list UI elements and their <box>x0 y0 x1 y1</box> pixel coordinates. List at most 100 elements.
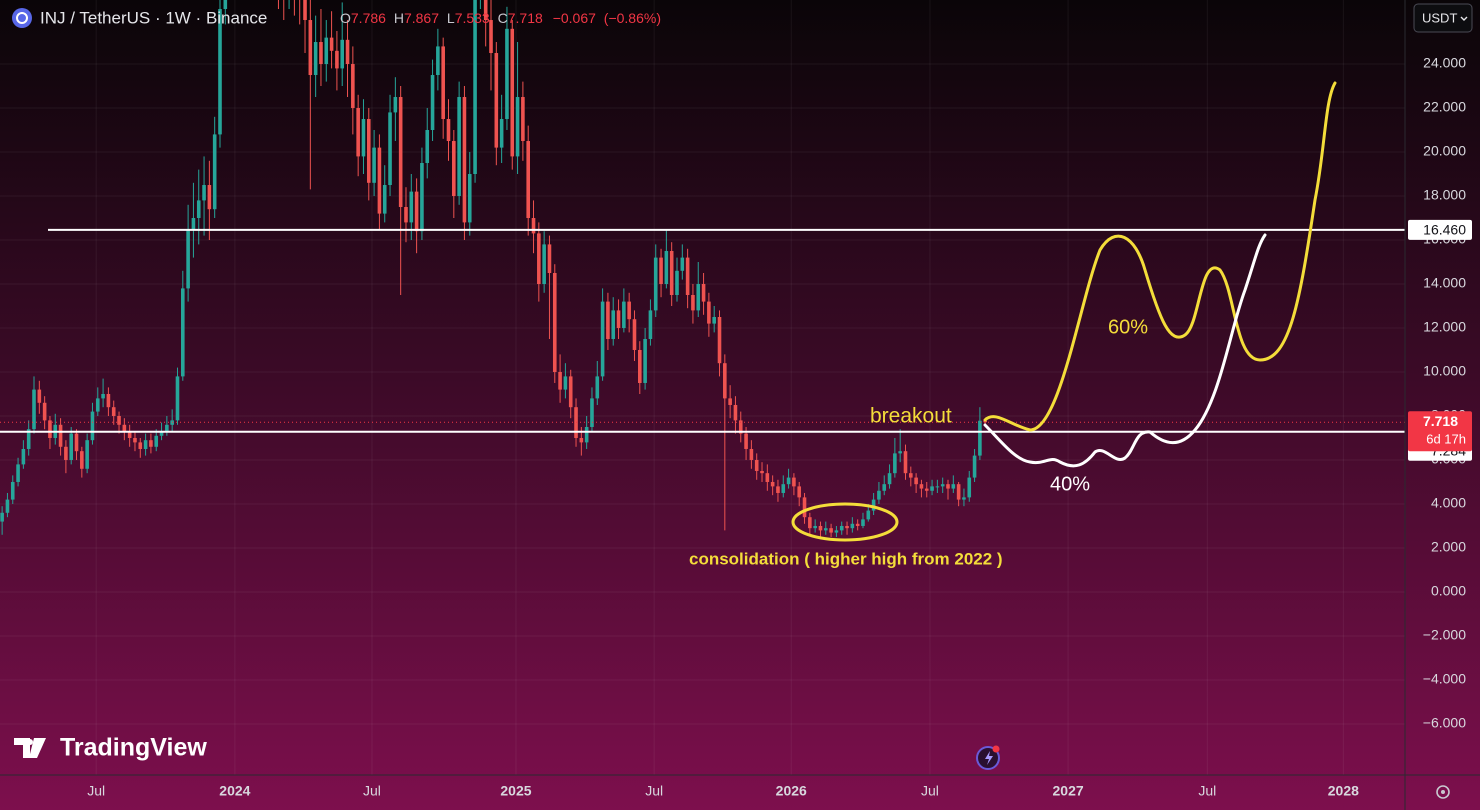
y-tick-label: 0.000 <box>1431 583 1466 599</box>
candle-body <box>127 431 132 438</box>
candle-body <box>149 440 153 447</box>
candle-body <box>361 119 366 157</box>
candle-body <box>972 455 977 478</box>
candle-body <box>861 519 865 526</box>
candle-body <box>64 446 68 460</box>
h-label: H <box>394 10 404 26</box>
candle-body <box>834 530 839 533</box>
candle-body <box>738 420 743 434</box>
candle-body <box>924 488 929 491</box>
y-tick-label: 18.000 <box>1423 187 1466 203</box>
candle-body <box>680 257 685 271</box>
candle-body <box>515 97 520 157</box>
currency-label[interactable]: USDT <box>1422 10 1457 25</box>
candle-body <box>74 433 79 452</box>
candle-body <box>521 97 525 142</box>
candle-body <box>669 251 674 295</box>
y-tick-label: 4.000 <box>1431 495 1466 511</box>
candle-body <box>691 294 695 311</box>
tv-logo[interactable]: TradingView <box>14 734 207 762</box>
o-value: 7.786 <box>351 10 386 26</box>
candle-body <box>313 42 318 76</box>
candle-body <box>675 270 679 295</box>
candle-body <box>728 398 732 405</box>
candle-body <box>643 338 647 383</box>
candle-body <box>776 486 780 493</box>
candle-body <box>356 108 360 157</box>
candle-body <box>319 42 323 65</box>
price-label: 16.460 <box>1423 222 1466 238</box>
candle-body <box>542 244 546 284</box>
candle-body <box>808 517 812 529</box>
tv-logo-mark <box>14 738 46 758</box>
y-tick-label: −2.000 <box>1423 627 1466 643</box>
last-price-label: 7.718 <box>1423 413 1458 429</box>
candle-body <box>526 141 531 219</box>
annotation: breakout <box>870 405 952 428</box>
symbol-title[interactable]: INJ / TetherUS · 1W · Binance <box>40 8 267 27</box>
x-tick-label: 2028 <box>1328 783 1359 799</box>
candle-body <box>887 473 892 485</box>
candle-body <box>122 424 127 432</box>
x-tick-label: Jul <box>87 783 105 799</box>
candle-body <box>388 112 392 186</box>
annotation: 40% <box>1050 473 1090 495</box>
candle-body <box>175 376 180 421</box>
candle-body <box>117 415 121 425</box>
annotation: 60% <box>1108 316 1148 338</box>
candle-body <box>781 484 786 493</box>
y-tick-label: −4.000 <box>1423 671 1466 687</box>
candle-body <box>685 257 690 295</box>
candle-body <box>786 477 791 485</box>
candle-body <box>664 251 669 284</box>
candle-body <box>579 437 584 443</box>
candle-body <box>627 301 631 320</box>
candle-body <box>483 0 488 21</box>
candle-body <box>802 497 807 518</box>
price-label-box <box>1408 219 1472 240</box>
currency-caret[interactable] <box>1460 16 1468 21</box>
drawings <box>791 81 1337 542</box>
settings-gear[interactable] <box>1436 785 1450 799</box>
candle-body <box>770 481 775 487</box>
alert-bolt <box>985 751 993 765</box>
candle-body <box>505 28 509 120</box>
candle-body <box>393 97 398 113</box>
candle-body <box>340 39 345 69</box>
candle-body <box>765 473 770 482</box>
x-tick-label: Jul <box>921 783 939 799</box>
candle-body <box>42 402 47 421</box>
settings-gear-center <box>1441 790 1445 794</box>
candle-body <box>616 310 621 328</box>
candle-body <box>409 191 414 223</box>
candle-body <box>712 316 716 324</box>
candle-body <box>473 0 477 175</box>
candle-body <box>494 53 499 148</box>
currency-button[interactable] <box>1413 3 1473 33</box>
candle-body <box>962 497 966 500</box>
candle-body <box>510 28 515 157</box>
candle-body <box>425 130 430 164</box>
candle-body <box>547 244 552 273</box>
candle-body <box>207 185 212 210</box>
candle-body <box>499 119 504 148</box>
candle-body <box>558 371 562 390</box>
candle-body <box>95 398 100 412</box>
l-value: 7.533 <box>455 10 490 26</box>
candle-body <box>537 233 541 284</box>
candle-body <box>159 431 164 436</box>
candle-body <box>154 435 159 447</box>
candle-body <box>26 429 31 449</box>
candle-body <box>10 481 15 500</box>
candle-body <box>898 451 902 454</box>
candle-body <box>85 440 89 469</box>
y-tick-label: 10.000 <box>1423 363 1466 379</box>
grid <box>0 0 1405 775</box>
candle-body <box>882 484 887 491</box>
candle-body <box>101 393 105 399</box>
candle-body <box>467 174 472 223</box>
candle-body <box>32 389 36 430</box>
candle-body <box>797 486 802 498</box>
